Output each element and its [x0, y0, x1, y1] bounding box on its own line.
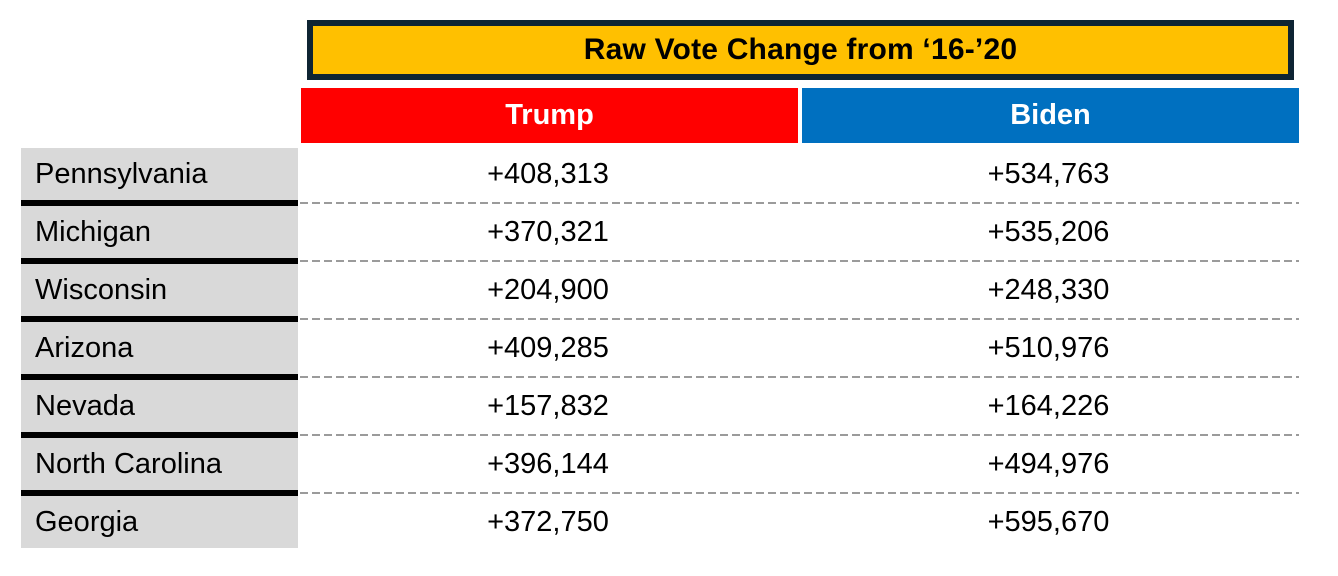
state-separator-bar	[21, 316, 298, 322]
row-separator	[21, 374, 1299, 380]
table-row: Pennsylvania +408,313 +534,763	[21, 148, 1299, 200]
dashed-separator-line	[300, 434, 1299, 436]
trump-value-cell: +204,900	[487, 273, 609, 306]
row-separator	[21, 490, 1299, 496]
state-name-cell: Wisconsin	[21, 264, 298, 316]
state-separator-bar	[21, 432, 298, 438]
table-row: Georgia +372,750 +595,670	[21, 496, 1299, 548]
dashed-separator-line	[300, 376, 1299, 378]
table-row: Arizona +409,285 +510,976	[21, 322, 1299, 374]
state-name-cell: Nevada	[21, 380, 298, 432]
biden-value-cell: +248,330	[987, 273, 1110, 306]
row-separator	[21, 316, 1299, 322]
state-name-cell: Pennsylvania	[21, 148, 298, 200]
table-row: North Carolina +396,144 +494,976	[21, 438, 1299, 490]
trump-value-cell: +408,313	[487, 157, 609, 190]
biden-value-cell: +510,976	[987, 331, 1110, 364]
state-separator-bar	[21, 200, 298, 206]
dashed-separator-line	[300, 492, 1299, 494]
trump-value-cell: +372,750	[487, 505, 609, 538]
state-separator-bar	[21, 490, 298, 496]
dashed-separator-line	[300, 202, 1299, 204]
state-separator-bar	[21, 374, 298, 380]
row-separator	[21, 432, 1299, 438]
candidate-header-row: Trump Biden	[301, 88, 1299, 143]
page-title: Raw Vote Change from ‘16-’20	[583, 33, 1018, 66]
dashed-separator-line	[300, 318, 1299, 320]
biden-value-cell: +164,226	[987, 389, 1110, 422]
state-table: Pennsylvania +408,313 +534,763 Michigan …	[21, 148, 1299, 548]
row-separator	[21, 258, 1299, 264]
state-separator-bar	[21, 258, 298, 264]
title-banner: Raw Vote Change from ‘16-’20	[307, 20, 1294, 80]
trump-value-cell: +370,321	[487, 215, 609, 248]
state-name-cell: Georgia	[21, 496, 298, 548]
trump-value-cell: +396,144	[487, 447, 609, 480]
biden-value-cell: +534,763	[987, 157, 1110, 190]
row-separator	[21, 200, 1299, 206]
biden-value-cell: +535,206	[987, 215, 1110, 248]
trump-value-cell: +157,832	[487, 389, 609, 422]
state-name-cell: Arizona	[21, 322, 298, 374]
biden-value-cell: +595,670	[987, 505, 1110, 538]
biden-column-header: Biden	[802, 88, 1299, 143]
state-name-cell: Michigan	[21, 206, 298, 258]
trump-value-cell: +409,285	[487, 331, 609, 364]
trump-column-header: Trump	[301, 88, 798, 143]
table-row: Michigan +370,321 +535,206	[21, 206, 1299, 258]
biden-value-cell: +494,976	[987, 447, 1110, 480]
table-row: Wisconsin +204,900 +248,330	[21, 264, 1299, 316]
dashed-separator-line	[300, 260, 1299, 262]
table-row: Nevada +157,832 +164,226	[21, 380, 1299, 432]
state-name-cell: North Carolina	[21, 438, 298, 490]
